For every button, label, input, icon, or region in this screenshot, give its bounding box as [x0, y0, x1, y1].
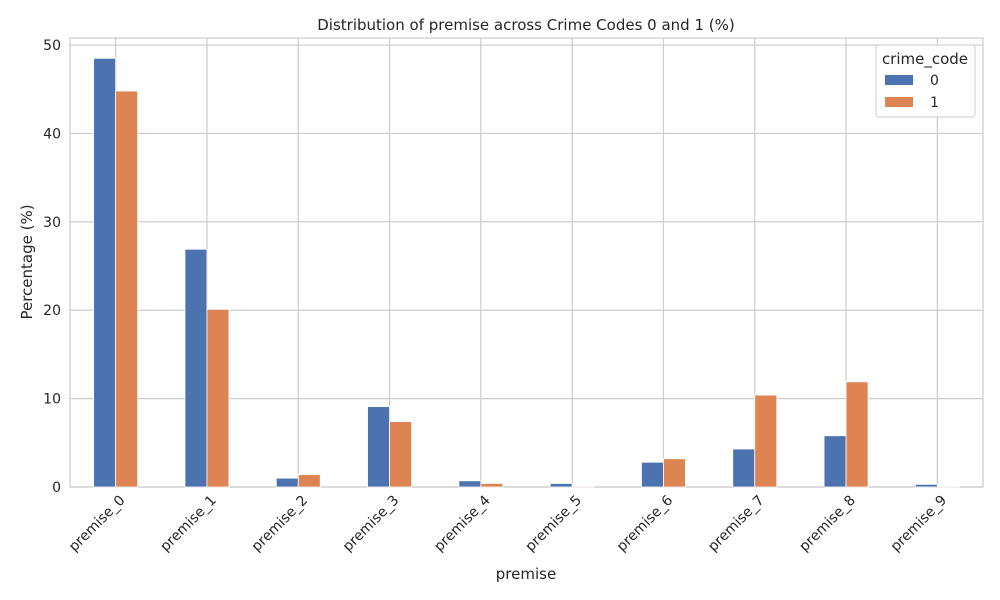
- y-tick-label: 20: [43, 303, 61, 319]
- y-tick-label: 50: [43, 38, 61, 54]
- bar-premise_5-series-0: [549, 483, 573, 488]
- bar-premise_3-series-1: [389, 421, 412, 488]
- y-tick-label: 40: [43, 126, 61, 142]
- bar-premise_1-series-0: [184, 248, 208, 488]
- legend-swatch-1: [885, 97, 913, 107]
- bar-premise_6-series-0: [641, 461, 664, 488]
- bar-premise_7-series-0: [732, 448, 756, 488]
- bar-premise_2-series-0: [275, 477, 299, 488]
- y-tick-label: 0: [52, 480, 61, 496]
- y-tick-label: 10: [43, 392, 61, 408]
- bar-premise_0-series-0: [93, 57, 117, 488]
- bar-premise_9-series-1: [936, 485, 960, 488]
- bar-premise_8-series-0: [823, 435, 847, 488]
- legend: crime_code 0 1: [875, 44, 976, 118]
- y-axis-title: Percentage (%): [18, 204, 36, 319]
- bar-premise_2-series-1: [297, 474, 321, 488]
- legend-title: crime_code: [882, 50, 968, 69]
- bar-premise_4-series-1: [480, 483, 504, 488]
- bar-premise_4-series-0: [458, 480, 482, 488]
- legend-swatch-0: [885, 75, 913, 85]
- y-tick-label: 30: [43, 215, 61, 231]
- bar-premise_5-series-1: [571, 485, 595, 488]
- legend-label-0: 0: [930, 73, 939, 89]
- chart-title: Distribution of premise across Crime Cod…: [317, 16, 735, 34]
- bar-premise_0-series-1: [115, 90, 139, 488]
- bar-premise_6-series-1: [663, 458, 686, 488]
- bars: [93, 57, 960, 488]
- bar-premise_1-series-1: [206, 308, 230, 488]
- bar-premise_8-series-1: [845, 381, 869, 488]
- bar-premise_9-series-0: [914, 483, 938, 488]
- legend-label-1: 1: [930, 95, 939, 111]
- y-axis-ticks: 0 10 20 30 40 50: [43, 38, 61, 496]
- bar-premise_7-series-1: [754, 394, 778, 488]
- x-axis-title: premise: [496, 565, 556, 583]
- bar-premise_3-series-0: [367, 406, 390, 488]
